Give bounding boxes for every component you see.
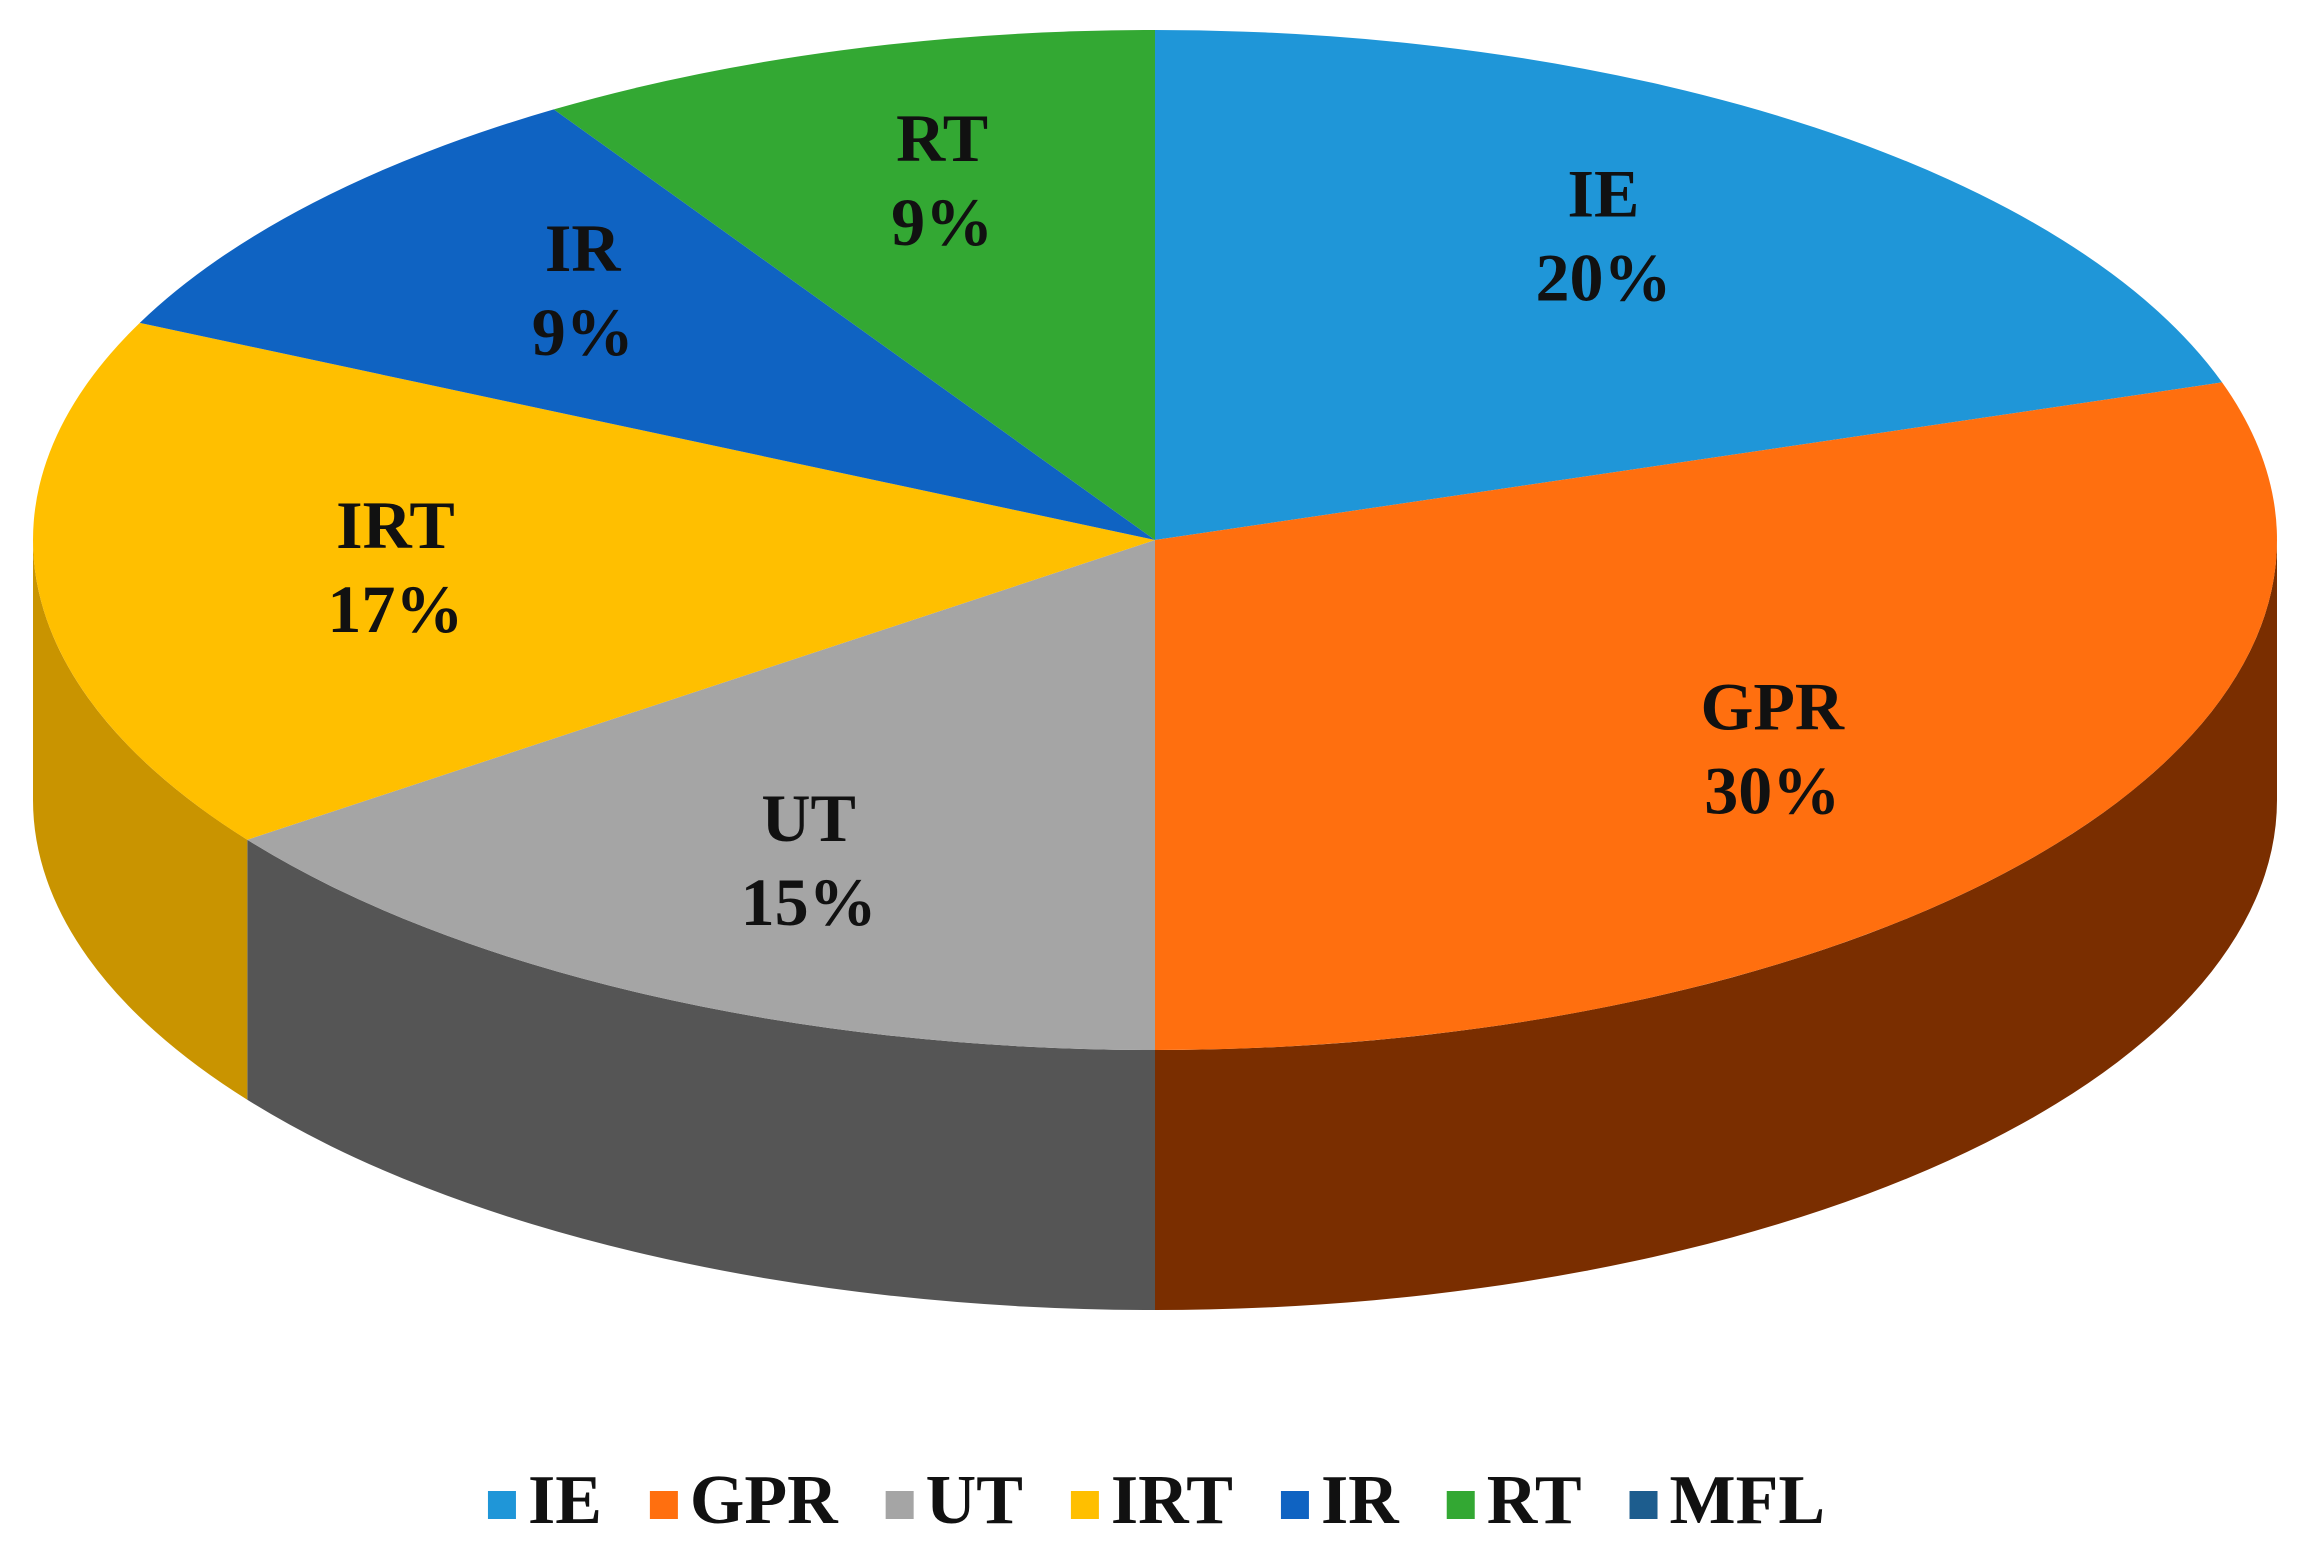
legend-label: IRT bbox=[1111, 1462, 1233, 1539]
slice bbox=[553, 30, 1155, 540]
legend-swatch bbox=[1446, 1491, 1475, 1519]
slice-value-label: 15% bbox=[741, 864, 877, 940]
slice-value-label: 30% bbox=[1704, 752, 1840, 828]
legend-label: UT bbox=[926, 1462, 1023, 1539]
slice-category: UT bbox=[761, 780, 855, 856]
slice-side bbox=[1155, 540, 2277, 1310]
legend-swatch bbox=[487, 1491, 516, 1519]
slice-value-label: 17% bbox=[327, 571, 463, 647]
slice-side bbox=[247, 839, 1155, 1310]
slice bbox=[247, 540, 1155, 1050]
legend-swatch bbox=[1280, 1491, 1309, 1519]
slice-category: IR bbox=[545, 210, 621, 286]
slice bbox=[1155, 382, 2277, 1050]
slice bbox=[1155, 30, 2223, 540]
slice bbox=[33, 322, 1156, 840]
slice bbox=[139, 109, 1155, 540]
slice-value-label: 9% bbox=[532, 294, 634, 370]
slice-category: IE bbox=[1568, 156, 1640, 232]
legend-swatch bbox=[1629, 1491, 1658, 1519]
slice-category: GPR bbox=[1700, 668, 1844, 744]
legend-label: IE bbox=[528, 1462, 602, 1539]
slice-category: RT bbox=[896, 100, 988, 176]
legend-swatch bbox=[885, 1491, 914, 1519]
slice-side bbox=[33, 540, 248, 1100]
legend: IE GPR UT IRT IR RT MFL bbox=[487, 1462, 1826, 1539]
legend-swatch bbox=[1070, 1491, 1099, 1519]
slice-category: IRT bbox=[336, 487, 455, 563]
slice-value-label: 9% bbox=[891, 184, 993, 260]
legend-label: IR bbox=[1321, 1462, 1400, 1539]
legend-label: GPR bbox=[690, 1462, 839, 1539]
legend-label: MFL bbox=[1670, 1462, 1826, 1539]
legend-swatch bbox=[649, 1491, 678, 1519]
legend-label: RT bbox=[1487, 1462, 1582, 1539]
slice-value-label: 20% bbox=[1535, 240, 1671, 316]
